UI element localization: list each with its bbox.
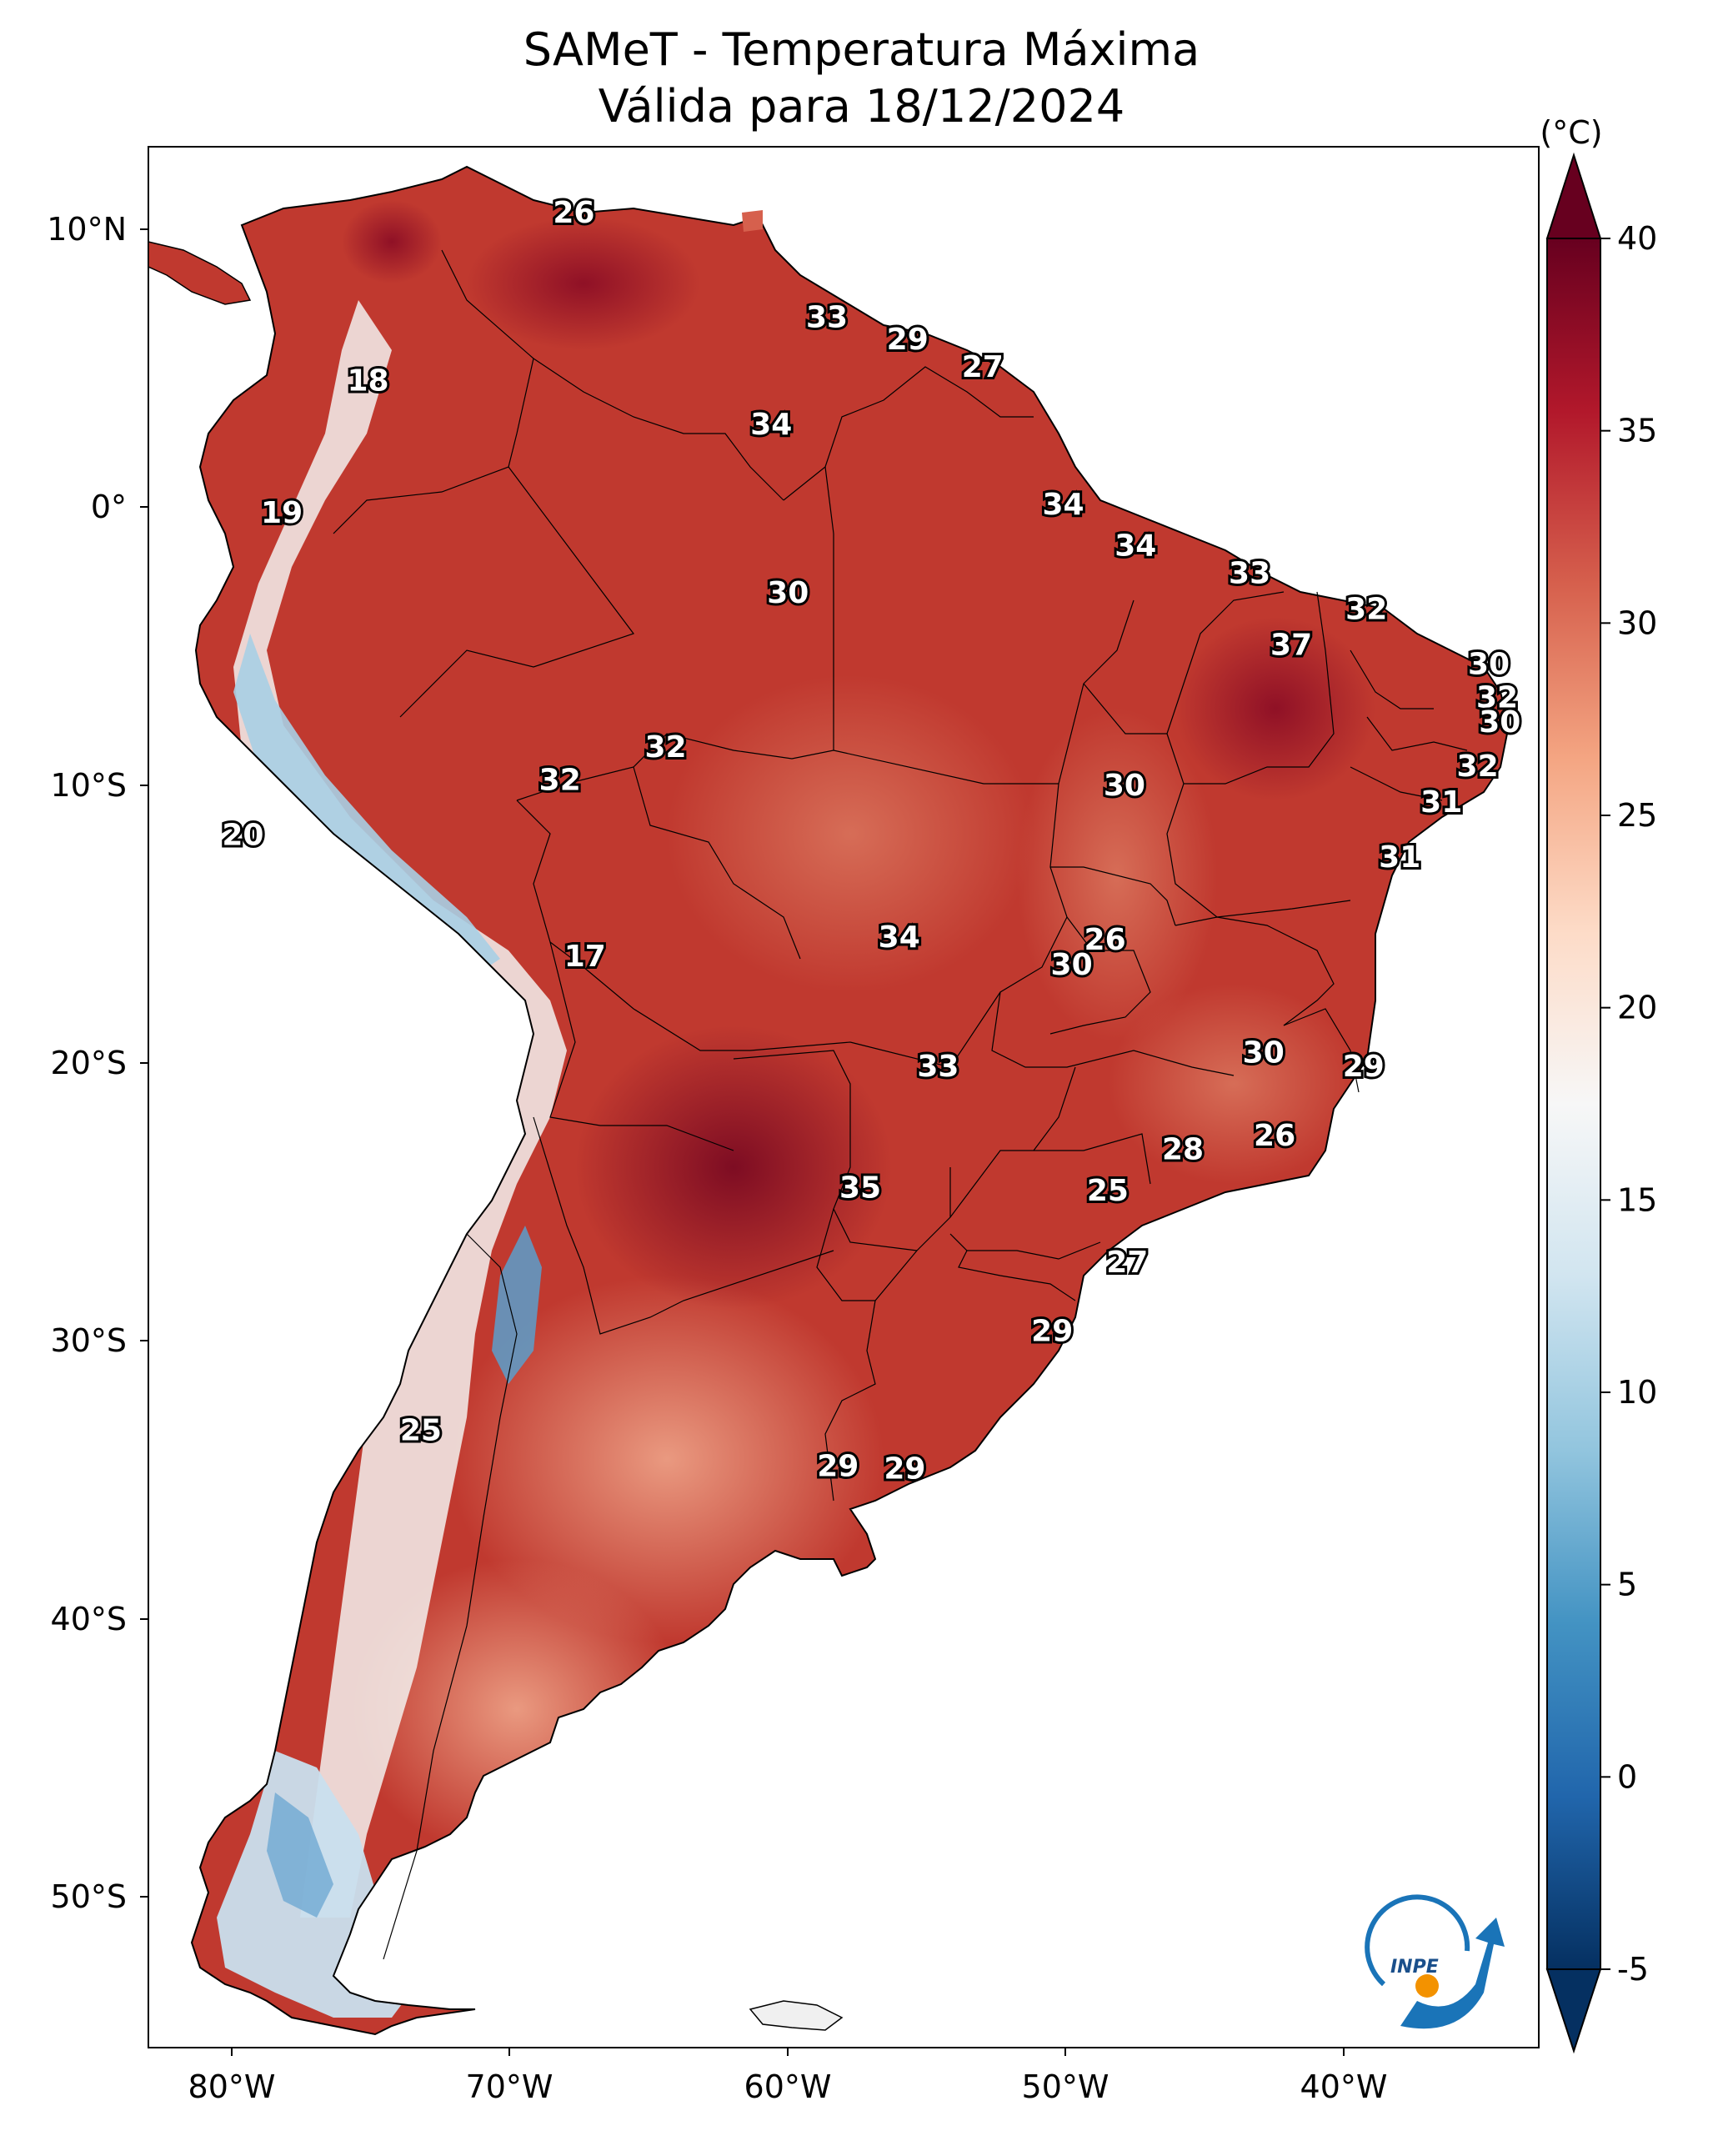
lat-tick-label: 30°S — [51, 1322, 127, 1359]
logo-orbit-arc — [1365, 1894, 1470, 1987]
temperature-label: 33 — [806, 300, 848, 334]
colorbar-tick-label: 5 — [1617, 1567, 1637, 1603]
lat-tick-label: 50°S — [51, 1878, 127, 1915]
temperature-label: 30 — [1479, 705, 1520, 740]
temperature-label: 30 — [1468, 648, 1510, 682]
colorbar-tick-label: 20 — [1617, 990, 1657, 1026]
temperature-label: 30 — [1051, 948, 1093, 982]
colorbar-bar — [1546, 238, 1601, 1970]
temperature-label: 34 — [1042, 488, 1084, 522]
temperature-label: 37 — [1270, 629, 1312, 663]
logo-swoosh — [1400, 1918, 1505, 2029]
temperature-label: 31 — [1379, 840, 1420, 875]
temperature-label: 33 — [917, 1050, 959, 1084]
colorbar: (°C) 40 35 30 25 20 15 10 5 0 -5 — [1540, 114, 1657, 2054]
temperature-label: 26 — [553, 196, 594, 230]
temperature-label: 34 — [750, 408, 792, 442]
temperature-label: 34 — [879, 920, 920, 955]
temperature-label: 27 — [962, 350, 1004, 384]
lat-tick-labels: 10°N 0° 10°S 20°S 30°S 40°S 50°S — [47, 211, 127, 1915]
temperature-label: 32 — [1345, 593, 1387, 627]
temperature-label: 34 — [1114, 529, 1156, 564]
lon-tick-label: 60°W — [744, 2068, 832, 2105]
lat-tick-label: 40°S — [51, 1601, 127, 1637]
temperature-label: 30 — [1104, 769, 1145, 803]
logo-text: INPE — [1390, 1957, 1439, 1978]
colorbar-unit: (°C) — [1540, 114, 1602, 151]
temperature-label: 19 — [261, 496, 303, 530]
temperature-label: 29 — [1031, 1314, 1073, 1348]
temperature-label: 30 — [1243, 1036, 1285, 1070]
temperature-label: 18 — [347, 364, 388, 398]
temperature-label: 30 — [767, 576, 809, 610]
temperature-label: 17 — [564, 940, 606, 974]
temperature-label: 35 — [839, 1171, 881, 1206]
axis-ticks — [140, 228, 1345, 2056]
chart-subtitle: Válida para 18/12/2024 — [598, 80, 1125, 133]
lon-tick-label: 70°W — [466, 2068, 553, 2105]
temperature-label: 27 — [1106, 1246, 1148, 1280]
colorbar-tick-label: 10 — [1617, 1374, 1657, 1411]
colorbar-tick-label: 0 — [1617, 1758, 1637, 1795]
temperature-label: 32 — [1457, 750, 1499, 784]
temperature-label: 29 — [884, 1452, 925, 1487]
colorbar-tick-label: 25 — [1617, 797, 1657, 834]
temperature-label: 26 — [1084, 923, 1126, 957]
temperature-label: 32 — [1476, 680, 1518, 714]
country-borders — [333, 249, 1468, 1960]
temperature-label: 32 — [539, 764, 581, 798]
temperature-label: 20 — [222, 819, 263, 853]
colorbar-max-extension — [1545, 152, 1602, 239]
colorbar-min-extension — [1545, 1968, 1602, 2054]
lat-tick-label: 10°S — [51, 767, 127, 804]
lon-tick-label: 40°W — [1300, 2068, 1388, 2105]
logo-dot — [1415, 1974, 1439, 1998]
temperature-label: 26 — [1254, 1119, 1295, 1153]
colorbar-tick-label: -5 — [1617, 1951, 1649, 1988]
lat-tick-label: 0° — [91, 489, 127, 525]
colorbar-ticks: 40 35 30 25 20 15 10 5 0 -5 — [1600, 220, 1657, 1988]
temperature-label: 29 — [887, 323, 929, 357]
lon-tick-label: 50°W — [1022, 2068, 1109, 2105]
temperature-label: 33 — [1229, 557, 1270, 591]
lon-tick-labels: 80°W 70°W 60°W 50°W 40°W — [188, 2068, 1388, 2105]
temperature-label: 25 — [400, 1413, 442, 1447]
temperature-label: 25 — [1087, 1174, 1129, 1208]
lat-tick-label: 20°S — [51, 1045, 127, 1081]
chart-title: SAMeT - Temperatura Máxima — [523, 23, 1200, 76]
colorbar-tick-label: 30 — [1617, 604, 1657, 641]
temperature-label: 31 — [1420, 785, 1462, 820]
temperature-label: 32 — [644, 730, 686, 765]
temperature-label: 29 — [817, 1449, 859, 1483]
colorbar-tick-label: 15 — [1617, 1181, 1657, 1218]
inpe-logo: INPE — [1365, 1894, 1505, 2029]
colorbar-tick-label: 35 — [1617, 413, 1657, 449]
lon-tick-label: 80°W — [188, 2068, 276, 2105]
colorbar-tick-label: 40 — [1617, 220, 1657, 257]
temperature-label: 28 — [1162, 1132, 1204, 1166]
lat-tick-label: 10°N — [47, 211, 127, 248]
temperature-label: 29 — [1343, 1050, 1385, 1084]
